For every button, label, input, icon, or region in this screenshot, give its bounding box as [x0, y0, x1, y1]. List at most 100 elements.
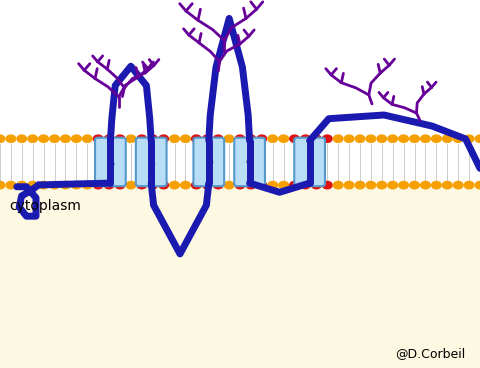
Circle shape	[475, 181, 480, 189]
Circle shape	[257, 135, 266, 142]
Circle shape	[399, 181, 408, 189]
Circle shape	[432, 181, 441, 189]
Circle shape	[148, 135, 157, 142]
Circle shape	[334, 135, 343, 142]
Circle shape	[115, 181, 125, 189]
Circle shape	[6, 181, 16, 189]
Circle shape	[399, 135, 408, 142]
Circle shape	[246, 181, 256, 189]
FancyBboxPatch shape	[234, 138, 265, 186]
Circle shape	[94, 135, 103, 142]
Circle shape	[159, 135, 168, 142]
Circle shape	[366, 181, 376, 189]
Circle shape	[72, 135, 81, 142]
Circle shape	[300, 181, 310, 189]
Circle shape	[17, 181, 26, 189]
Circle shape	[104, 135, 114, 142]
Circle shape	[464, 181, 474, 189]
Circle shape	[323, 181, 332, 189]
Circle shape	[366, 135, 376, 142]
Circle shape	[50, 135, 60, 142]
Circle shape	[464, 135, 474, 142]
Bar	[0, 176, 480, 368]
Circle shape	[137, 181, 146, 189]
Circle shape	[192, 135, 201, 142]
Text: 4: 4	[245, 155, 254, 169]
Circle shape	[203, 135, 212, 142]
Circle shape	[443, 135, 452, 142]
Circle shape	[475, 135, 480, 142]
Circle shape	[443, 181, 452, 189]
FancyBboxPatch shape	[136, 138, 167, 186]
Circle shape	[159, 181, 168, 189]
Circle shape	[170, 181, 180, 189]
Circle shape	[224, 135, 234, 142]
Text: 5: 5	[305, 155, 314, 169]
Circle shape	[83, 181, 92, 189]
Circle shape	[203, 181, 212, 189]
FancyBboxPatch shape	[193, 138, 224, 186]
Circle shape	[290, 181, 300, 189]
Circle shape	[126, 181, 136, 189]
Circle shape	[104, 181, 114, 189]
Circle shape	[355, 181, 365, 189]
Circle shape	[377, 135, 386, 142]
Circle shape	[300, 135, 310, 142]
Bar	[0, 141, 480, 183]
FancyBboxPatch shape	[95, 138, 126, 186]
Circle shape	[83, 135, 92, 142]
Circle shape	[246, 135, 256, 142]
Circle shape	[312, 181, 321, 189]
Circle shape	[268, 181, 277, 189]
Circle shape	[17, 135, 26, 142]
Circle shape	[0, 135, 5, 142]
Circle shape	[344, 135, 354, 142]
Circle shape	[50, 181, 60, 189]
Text: 2: 2	[147, 155, 155, 169]
Circle shape	[28, 135, 37, 142]
Circle shape	[312, 135, 321, 142]
Circle shape	[279, 181, 288, 189]
Text: @D.Corbeil: @D.Corbeil	[396, 347, 466, 360]
Circle shape	[420, 135, 430, 142]
Circle shape	[180, 135, 190, 142]
Circle shape	[420, 181, 430, 189]
Circle shape	[94, 181, 103, 189]
Circle shape	[137, 135, 146, 142]
Circle shape	[454, 181, 463, 189]
Circle shape	[235, 181, 245, 189]
Circle shape	[214, 181, 223, 189]
Circle shape	[279, 135, 288, 142]
Circle shape	[6, 135, 16, 142]
Circle shape	[72, 181, 81, 189]
Circle shape	[290, 135, 300, 142]
Circle shape	[257, 181, 266, 189]
Circle shape	[28, 181, 37, 189]
Text: 3: 3	[205, 155, 213, 169]
Circle shape	[60, 181, 70, 189]
FancyBboxPatch shape	[294, 138, 325, 186]
Circle shape	[214, 135, 223, 142]
Text: cytoplasm: cytoplasm	[10, 199, 82, 213]
Circle shape	[268, 135, 277, 142]
Circle shape	[224, 181, 234, 189]
Circle shape	[388, 135, 397, 142]
Circle shape	[148, 181, 157, 189]
Circle shape	[344, 181, 354, 189]
Circle shape	[0, 181, 5, 189]
Circle shape	[126, 135, 136, 142]
Circle shape	[410, 181, 420, 189]
Circle shape	[377, 181, 386, 189]
Circle shape	[355, 135, 365, 142]
Circle shape	[192, 181, 201, 189]
Circle shape	[432, 135, 441, 142]
Text: 1: 1	[107, 155, 114, 169]
Circle shape	[180, 181, 190, 189]
Circle shape	[39, 135, 48, 142]
Circle shape	[60, 135, 70, 142]
Circle shape	[235, 135, 245, 142]
Circle shape	[39, 181, 48, 189]
Circle shape	[410, 135, 420, 142]
Circle shape	[170, 135, 180, 142]
Circle shape	[323, 135, 332, 142]
